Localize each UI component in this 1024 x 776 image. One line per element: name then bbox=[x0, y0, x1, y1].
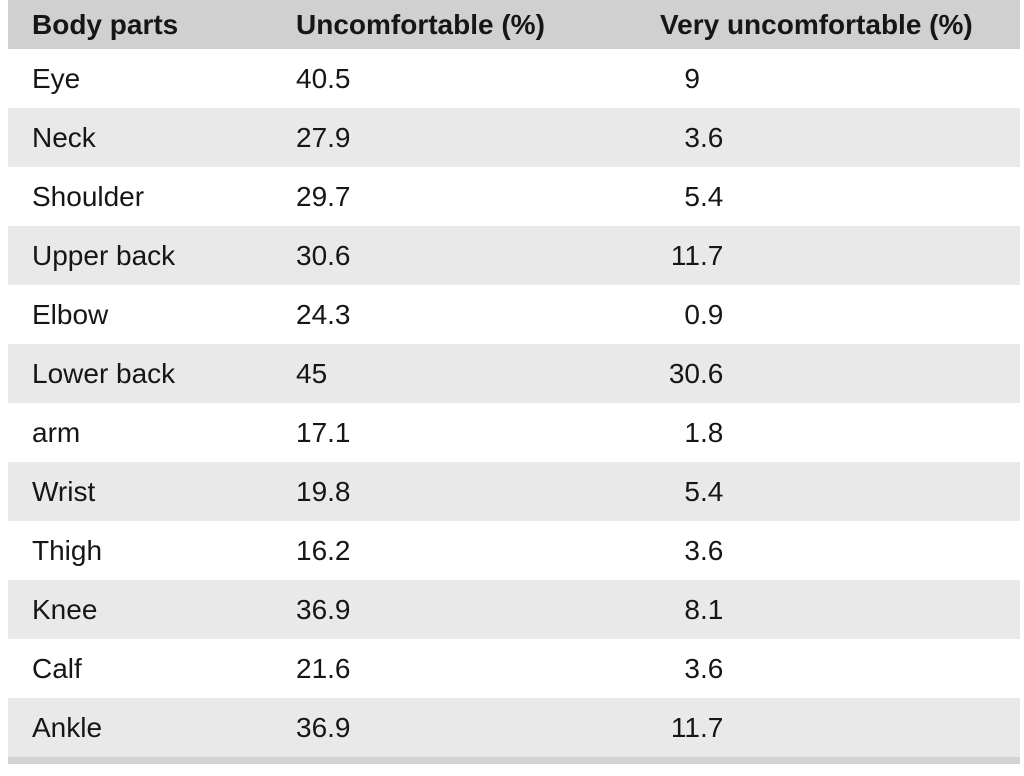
uncomfortable-value: 36.9 bbox=[272, 580, 636, 639]
discomfort-table: Body parts Uncomfortable (%) Very uncomf… bbox=[8, 0, 1020, 757]
col-header-body-parts: Body parts bbox=[8, 0, 272, 49]
next-row-partial bbox=[8, 757, 1020, 764]
table-header-row: Body parts Uncomfortable (%) Very uncomf… bbox=[8, 0, 1020, 49]
uncomfortable-value: 16.2 bbox=[296, 534, 351, 566]
very-uncomfortable-value: 11.7 bbox=[636, 226, 1020, 285]
body-part-cell: Wrist bbox=[8, 462, 272, 521]
col-header-very-uncomfortable: Very uncomfortable (%) bbox=[636, 0, 1020, 49]
uncomfortable-value: 30.6 bbox=[272, 226, 636, 285]
very-uncomfortable-value: 3.6 bbox=[636, 108, 1020, 167]
very-uncomfortable-value: 0.9 bbox=[684, 298, 724, 330]
very-uncomfortable-value: 3.6 bbox=[684, 652, 724, 684]
very-uncomfortable-value: 30.6 bbox=[636, 344, 1020, 403]
very-uncomfortable-value: 1.8 bbox=[684, 416, 724, 448]
body-part-cell: Thigh bbox=[32, 534, 103, 566]
body-part-cell: Elbow bbox=[32, 298, 109, 330]
col-header-uncomfortable: Uncomfortable (%) bbox=[272, 0, 636, 49]
table-row: Elbow 24.3 0.9 bbox=[8, 285, 1020, 344]
uncomfortable-value: 40.5 bbox=[296, 62, 351, 94]
table-row: Wrist 19.8 5.4 bbox=[8, 462, 1020, 521]
body-part-cell: Neck bbox=[8, 108, 272, 167]
body-part-cell: Lower back bbox=[8, 344, 272, 403]
very-uncomfortable-value: 11.7 bbox=[636, 698, 1020, 757]
body-part-cell: Calf bbox=[32, 652, 82, 684]
table-row: Ankle 36.9 11.7 bbox=[8, 698, 1020, 757]
body-part-cell: Ankle bbox=[8, 698, 272, 757]
very-uncomfortable-value: 5.4 bbox=[636, 462, 1020, 521]
uncomfortable-value: 24.3 bbox=[296, 298, 351, 330]
very-uncomfortable-value: 8.1 bbox=[636, 580, 1020, 639]
table-row: Neck 27.9 3.6 bbox=[8, 108, 1020, 167]
uncomfortable-value: 45 bbox=[272, 344, 636, 403]
very-uncomfortable-value: 9 bbox=[684, 62, 700, 94]
table-row: Knee 36.9 8.1 bbox=[8, 580, 1020, 639]
table-row: Upper back 30.6 11.7 bbox=[8, 226, 1020, 285]
very-uncomfortable-value: 5.4 bbox=[684, 180, 724, 212]
very-uncomfortable-value: 3.6 bbox=[684, 534, 724, 566]
table-row: Lower back 45 30.6 bbox=[8, 344, 1020, 403]
body-part-cell: Eye bbox=[32, 62, 81, 94]
table-row: arm 17.1 1.8 bbox=[8, 403, 1020, 462]
uncomfortable-value: 17.1 bbox=[296, 416, 351, 448]
table-row: Thigh 16.2 3.6 bbox=[8, 521, 1020, 580]
uncomfortable-value: 36.9 bbox=[272, 698, 636, 757]
uncomfortable-value: 27.9 bbox=[272, 108, 636, 167]
table-row: Eye 40.5 9 bbox=[8, 49, 1020, 108]
body-part-cell: Shoulder bbox=[32, 180, 145, 212]
body-part-cell: Knee bbox=[8, 580, 272, 639]
table-row: Shoulder 29.7 5.4 bbox=[8, 167, 1020, 226]
body-part-cell: Upper back bbox=[8, 226, 272, 285]
body-part-cell: arm bbox=[32, 416, 81, 448]
uncomfortable-value: 29.7 bbox=[296, 180, 351, 212]
uncomfortable-value: 21.6 bbox=[296, 652, 351, 684]
uncomfortable-value: 19.8 bbox=[272, 462, 636, 521]
table-row: Calf 21.6 3.6 bbox=[8, 639, 1020, 698]
